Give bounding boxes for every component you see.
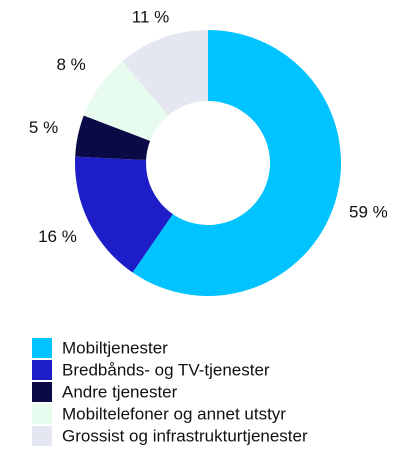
slice-label: 5 % — [29, 118, 58, 137]
legend-swatch — [32, 426, 52, 446]
donut-slice — [132, 30, 341, 296]
donut-slice — [122, 29, 208, 116]
slice-label: 8 % — [57, 55, 86, 74]
legend-swatch — [32, 360, 52, 380]
legend-label: Mobiltelefoner og annet utstyr — [62, 404, 286, 423]
slice-label: 16 % — [38, 227, 77, 246]
legend-label: Andre tjenester — [62, 382, 178, 401]
legend-swatch — [32, 382, 52, 402]
legend-label: Bredbånds- og TV-tjenester — [62, 360, 270, 379]
donut-slice — [75, 115, 151, 161]
donut-slice — [74, 156, 173, 273]
legend-swatch — [32, 338, 52, 358]
slice-label: 59 % — [349, 202, 388, 221]
legend-swatch — [32, 404, 52, 424]
donut-slice — [83, 61, 169, 141]
slice-label: 11 % — [132, 7, 170, 26]
legend-label: Grossist og infrastrukturtjenester — [62, 426, 308, 445]
legend-label: Mobiltjenester — [62, 338, 168, 357]
